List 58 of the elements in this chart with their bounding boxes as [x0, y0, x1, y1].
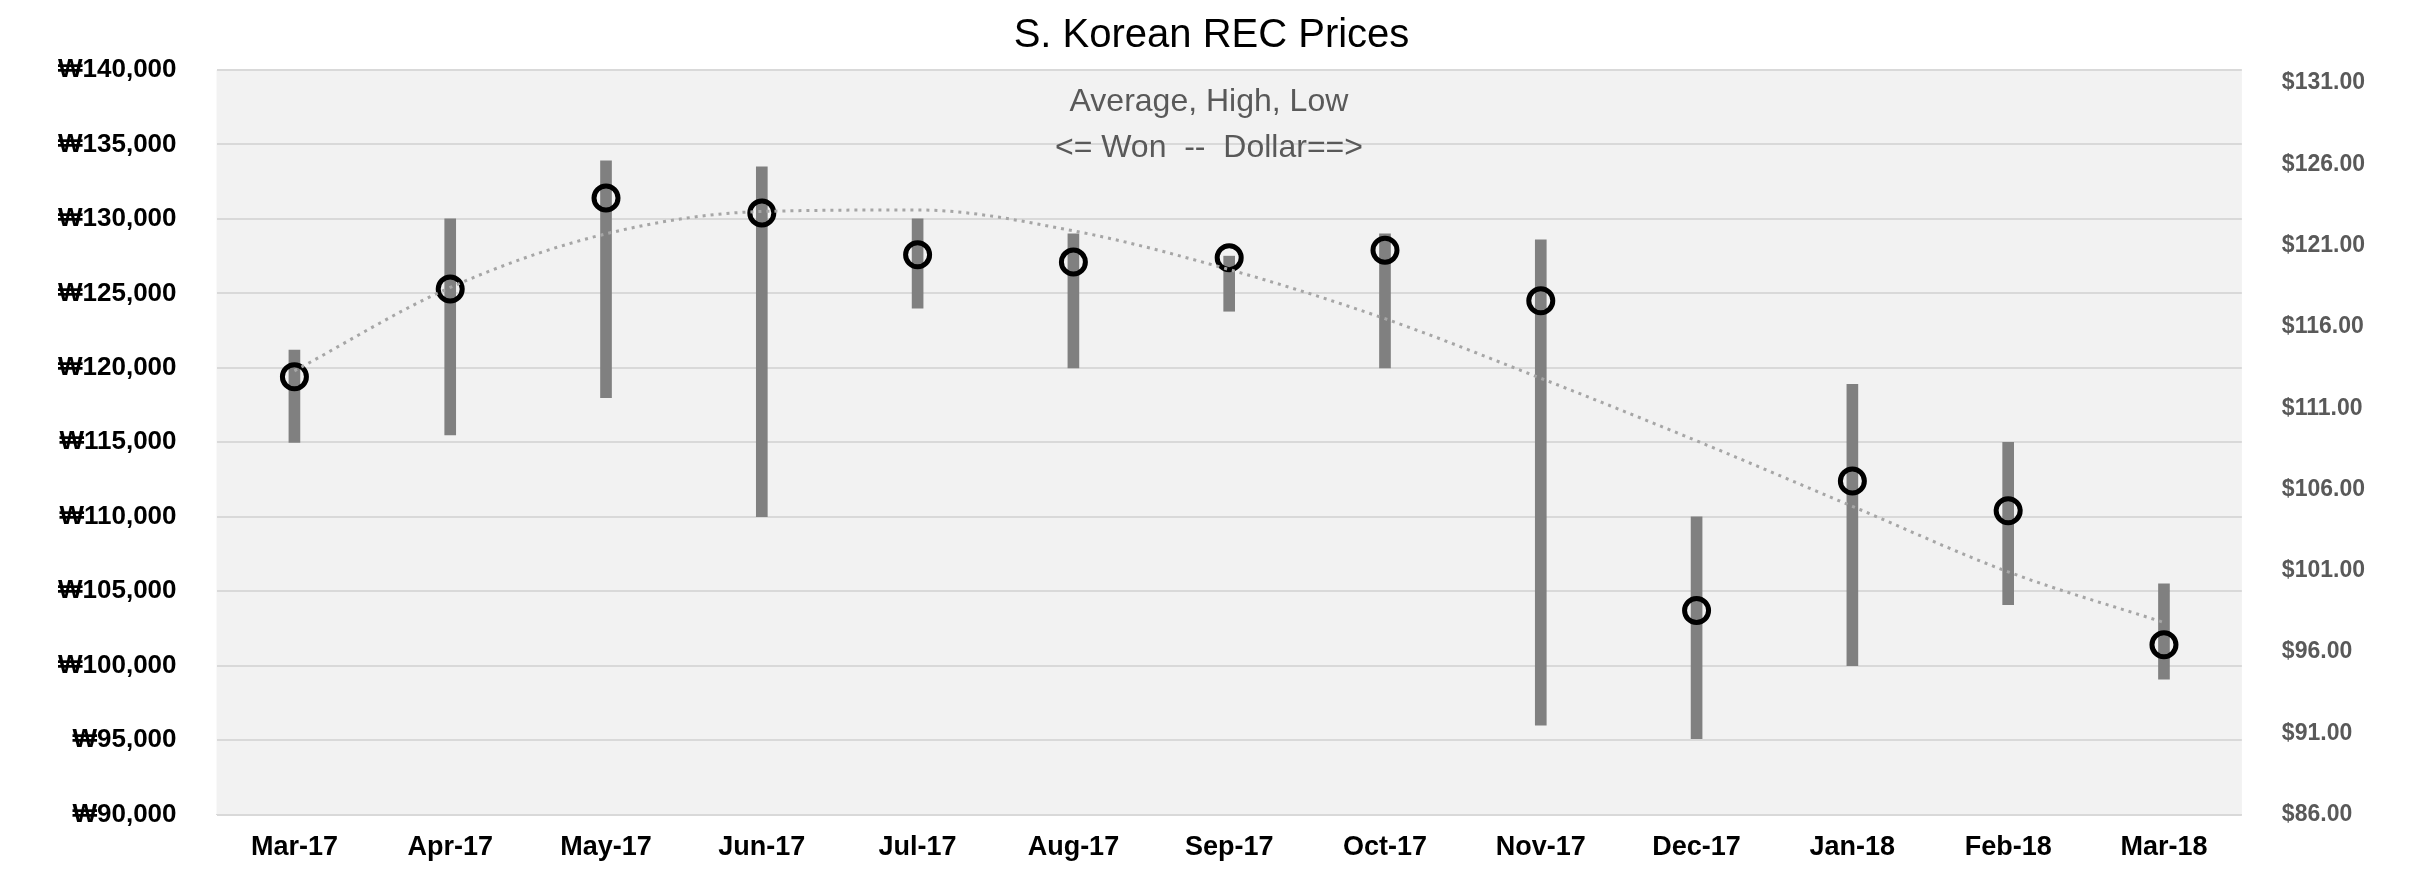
y-tick-label: ₩90,000 — [72, 797, 177, 828]
y-tick-label: ₩115,000 — [59, 425, 177, 456]
y2-tick-label: $96.00 — [2281, 637, 2353, 664]
x-tick-label: Jun-17 — [718, 831, 806, 862]
point — [1370, 235, 1400, 265]
x-tick-label: Dec-17 — [1652, 831, 1741, 862]
annotation: <= Won -- Dollar==> — [1054, 127, 1363, 164]
y-tick-label: ₩105,000 — [57, 574, 177, 605]
x-tick-label: May-17 — [560, 831, 652, 862]
y2-tick-label: $116.00 — [2281, 312, 2364, 339]
y2-tick-label: $86.00 — [2281, 799, 2353, 826]
chart-title: S. Korean REC Prices — [1013, 11, 1410, 56]
point — [279, 362, 309, 392]
point — [1214, 243, 1244, 273]
x-tick-label: Nov-17 — [1495, 831, 1586, 862]
x-tick-label: Aug-17 — [1027, 831, 1120, 862]
x-tick-label: Jul-17 — [878, 831, 957, 862]
bar — [2002, 441, 2014, 605]
point — [903, 240, 933, 270]
x-tick-label: Feb-18 — [1964, 831, 2052, 862]
point — [435, 274, 465, 304]
y-tick-label: ₩95,000 — [72, 723, 177, 754]
bar — [1690, 516, 1703, 739]
x-tick-label: Sep-17 — [1184, 831, 1274, 862]
y-tick-label: ₩135,000 — [57, 127, 177, 158]
point — [747, 198, 777, 228]
bar — [755, 166, 768, 518]
y2-tick-label: $111.00 — [2281, 393, 2363, 420]
annotation: Average, High, Low — [1069, 81, 1350, 118]
y-tick-label: ₩100,000 — [57, 648, 177, 679]
point — [1058, 247, 1088, 277]
y-tick-label: ₩125,000 — [57, 276, 177, 307]
y-tick-label: ₩110,000 — [59, 499, 177, 530]
y2-tick-label: $131.00 — [2281, 68, 2365, 95]
y2-tick-label: $101.00 — [2281, 556, 2365, 583]
y2-tick-label: $91.00 — [2281, 718, 2353, 745]
point — [1526, 286, 1556, 316]
point — [1682, 596, 1712, 626]
y-tick-label: ₩140,000 — [57, 53, 177, 84]
x-tick-label: Oct-17 — [1342, 831, 1428, 862]
bar — [1534, 239, 1547, 726]
bar — [1379, 233, 1391, 369]
x-tick-label: Jan-18 — [1809, 831, 1896, 862]
y2-tick-label: $121.00 — [2281, 230, 2365, 257]
point — [1837, 466, 1867, 496]
x-tick-label: Mar-18 — [2120, 831, 2208, 862]
y2-tick-label: $126.00 — [2281, 149, 2365, 176]
y-tick-label: ₩120,000 — [57, 351, 177, 382]
bar — [444, 218, 457, 436]
y2-tick-label: $106.00 — [2281, 474, 2365, 501]
bar — [1846, 383, 1859, 667]
point — [2149, 630, 2179, 660]
bar — [600, 160, 612, 398]
y-tick-label: ₩130,000 — [57, 202, 177, 233]
x-tick-label: Apr-17 — [407, 831, 493, 862]
point — [591, 183, 621, 213]
point — [1993, 496, 2023, 526]
x-tick-label: Mar-17 — [250, 831, 338, 862]
